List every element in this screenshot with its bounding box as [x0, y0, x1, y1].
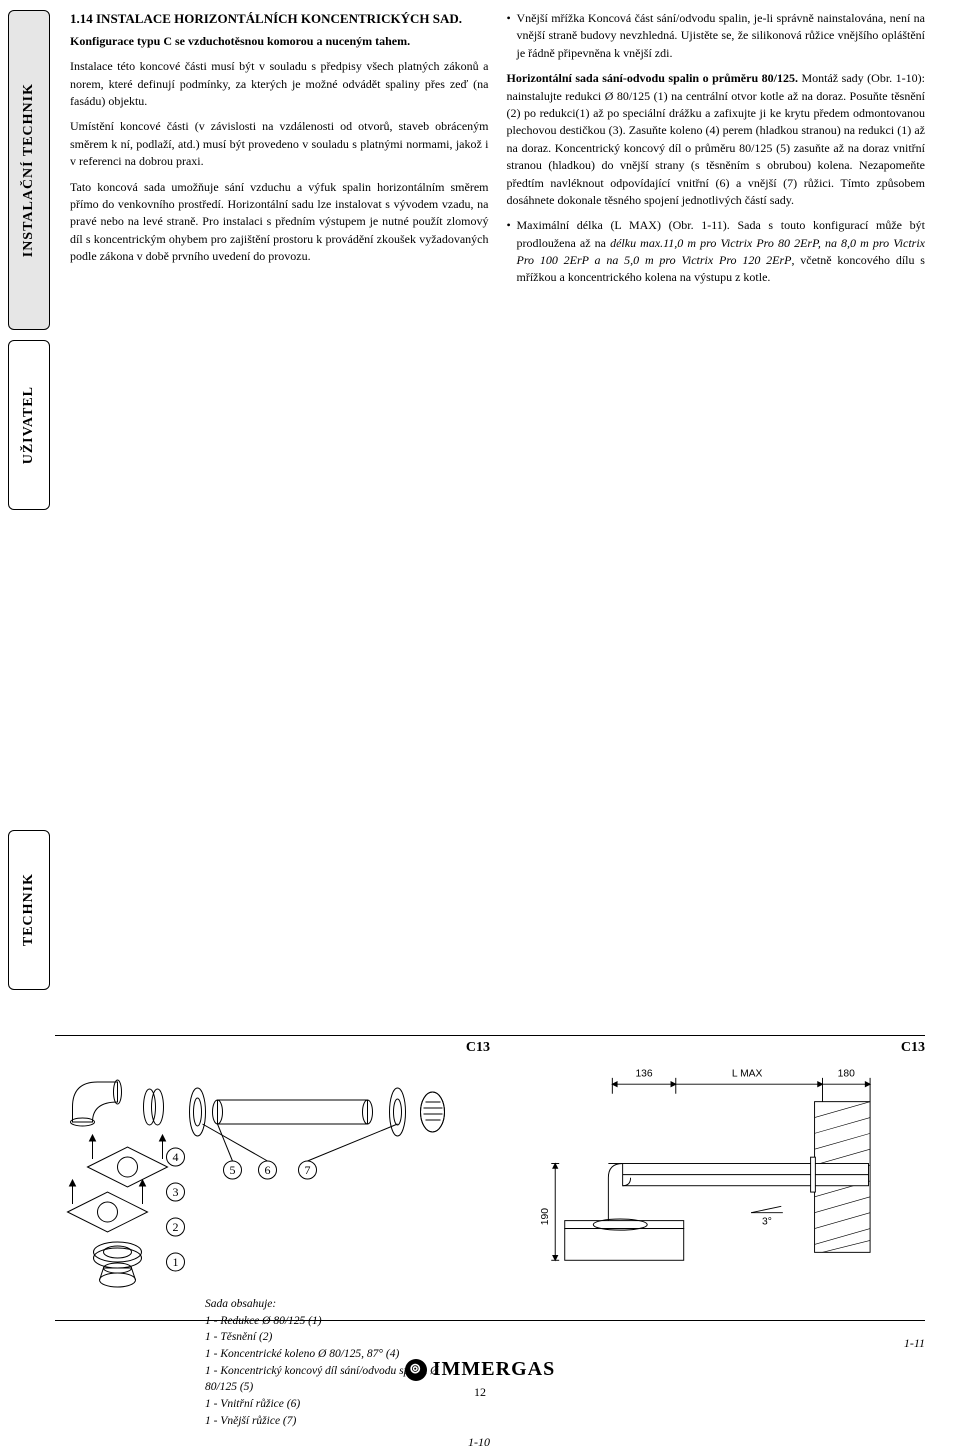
- dim-136: 136: [635, 1068, 652, 1079]
- col-left: 1.14 INSTALACE HORIZONTÁLNÍCH KONCENTRIC…: [70, 10, 489, 295]
- footer: ⊚ IMMERGAS 12: [0, 1358, 960, 1400]
- callout-6: 6: [265, 1163, 271, 1177]
- diagram-install: C13: [490, 1035, 925, 1351]
- para-placement: Umístění koncové části (v závislosti na …: [70, 118, 489, 170]
- kit-head: Sada obsahuje:: [205, 1296, 490, 1313]
- para-install-reqs: Instalace této koncové části musí být v …: [70, 58, 489, 110]
- brand-text: IMMERGAS: [433, 1358, 555, 1381]
- callout-1: 1: [173, 1255, 179, 1269]
- dim-lmax: L MAX: [732, 1068, 763, 1079]
- kit-i2: 1 - Těsnění (2): [205, 1329, 490, 1346]
- dim-190: 190: [540, 1208, 551, 1225]
- para-usage: Tato koncová sada umožňuje sání vzduchu …: [70, 179, 489, 266]
- text-columns: 1.14 INSTALACE HORIZONTÁLNÍCH KONCENTRIC…: [70, 10, 925, 295]
- tab-user-label: UŽIVATEL: [21, 366, 37, 484]
- heading-section: 1.14 INSTALACE HORIZONTÁLNÍCH KONCENTRIC…: [70, 10, 489, 29]
- para-mount-lead: Horizontální sada sání-odvodu spalin o p…: [507, 71, 798, 85]
- brand-icon: ⊚: [405, 1359, 427, 1381]
- page-number: 12: [0, 1385, 960, 1400]
- callout-5: 5: [230, 1163, 236, 1177]
- bullet-lmax: Maximální délka (L MAX) (Obr. 1-11). Sad…: [507, 217, 926, 287]
- callout-7: 7: [305, 1163, 311, 1177]
- tab-installer-label: INSTALAČNÍ TECHNIK: [21, 63, 37, 277]
- dim-180: 180: [838, 1068, 855, 1079]
- tab-technician: TECHNIK: [8, 830, 50, 990]
- dim-3deg: 3°: [762, 1217, 772, 1228]
- bottom-rule: [55, 1320, 925, 1321]
- tab-user: UŽIVATEL: [8, 340, 50, 510]
- brand-logo: ⊚ IMMERGAS: [405, 1358, 555, 1381]
- kit-i1: 1 - Redukce Ø 80/125 (1): [205, 1313, 490, 1330]
- c13-right-label: C13: [490, 1035, 925, 1056]
- callout-2: 2: [173, 1220, 179, 1234]
- col-right: Vnější mřížka Koncová část sání/odvodu s…: [507, 10, 926, 295]
- c13-left-label: C13: [55, 1035, 490, 1056]
- callout-3: 3: [173, 1185, 179, 1199]
- fig-left: 1-10: [55, 1435, 490, 1450]
- tab-installer: INSTALAČNÍ TECHNIK: [8, 10, 50, 330]
- kit-i6: 1 - Vnější růžice (7): [205, 1413, 490, 1430]
- bullet-grille: Vnější mřížka Koncová část sání/odvodu s…: [507, 10, 926, 62]
- para-mount: Horizontální sada sání-odvodu spalin o p…: [507, 70, 926, 209]
- para-mount-body: Montáž sady (Obr. 1-10): nainstalujte re…: [507, 71, 926, 207]
- heading-config: Konfigurace typu C se vzduchotěsnou komo…: [70, 33, 489, 50]
- exploded-svg: 4 3 2 1 5 6 7: [55, 1062, 490, 1292]
- fig-right: 1-11: [490, 1336, 925, 1351]
- install-svg: 136 L MAX 180 190 3°: [490, 1062, 925, 1292]
- tab-technician-label: TECHNIK: [21, 853, 37, 966]
- callout-4: 4: [173, 1150, 179, 1164]
